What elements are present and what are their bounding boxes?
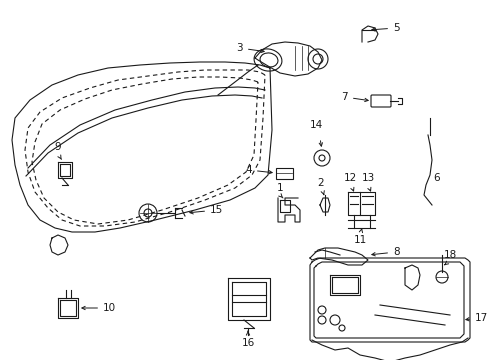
Text: 3: 3 [236,43,264,53]
Text: 12: 12 [343,173,356,183]
Text: 16: 16 [241,338,254,348]
Text: 5: 5 [371,23,399,33]
Text: 7: 7 [341,92,367,102]
Text: 1: 1 [276,183,283,193]
Text: 4: 4 [245,165,272,175]
Text: 15: 15 [189,205,223,215]
Text: 9: 9 [55,142,61,152]
Text: 8: 8 [371,247,399,257]
Text: 13: 13 [361,173,374,183]
Text: 18: 18 [443,250,456,260]
Text: 17: 17 [465,313,487,323]
Text: 14: 14 [309,120,322,130]
Text: 6: 6 [433,173,439,183]
Text: 2: 2 [317,178,324,188]
Text: 10: 10 [81,303,116,313]
Text: 11: 11 [353,235,366,245]
